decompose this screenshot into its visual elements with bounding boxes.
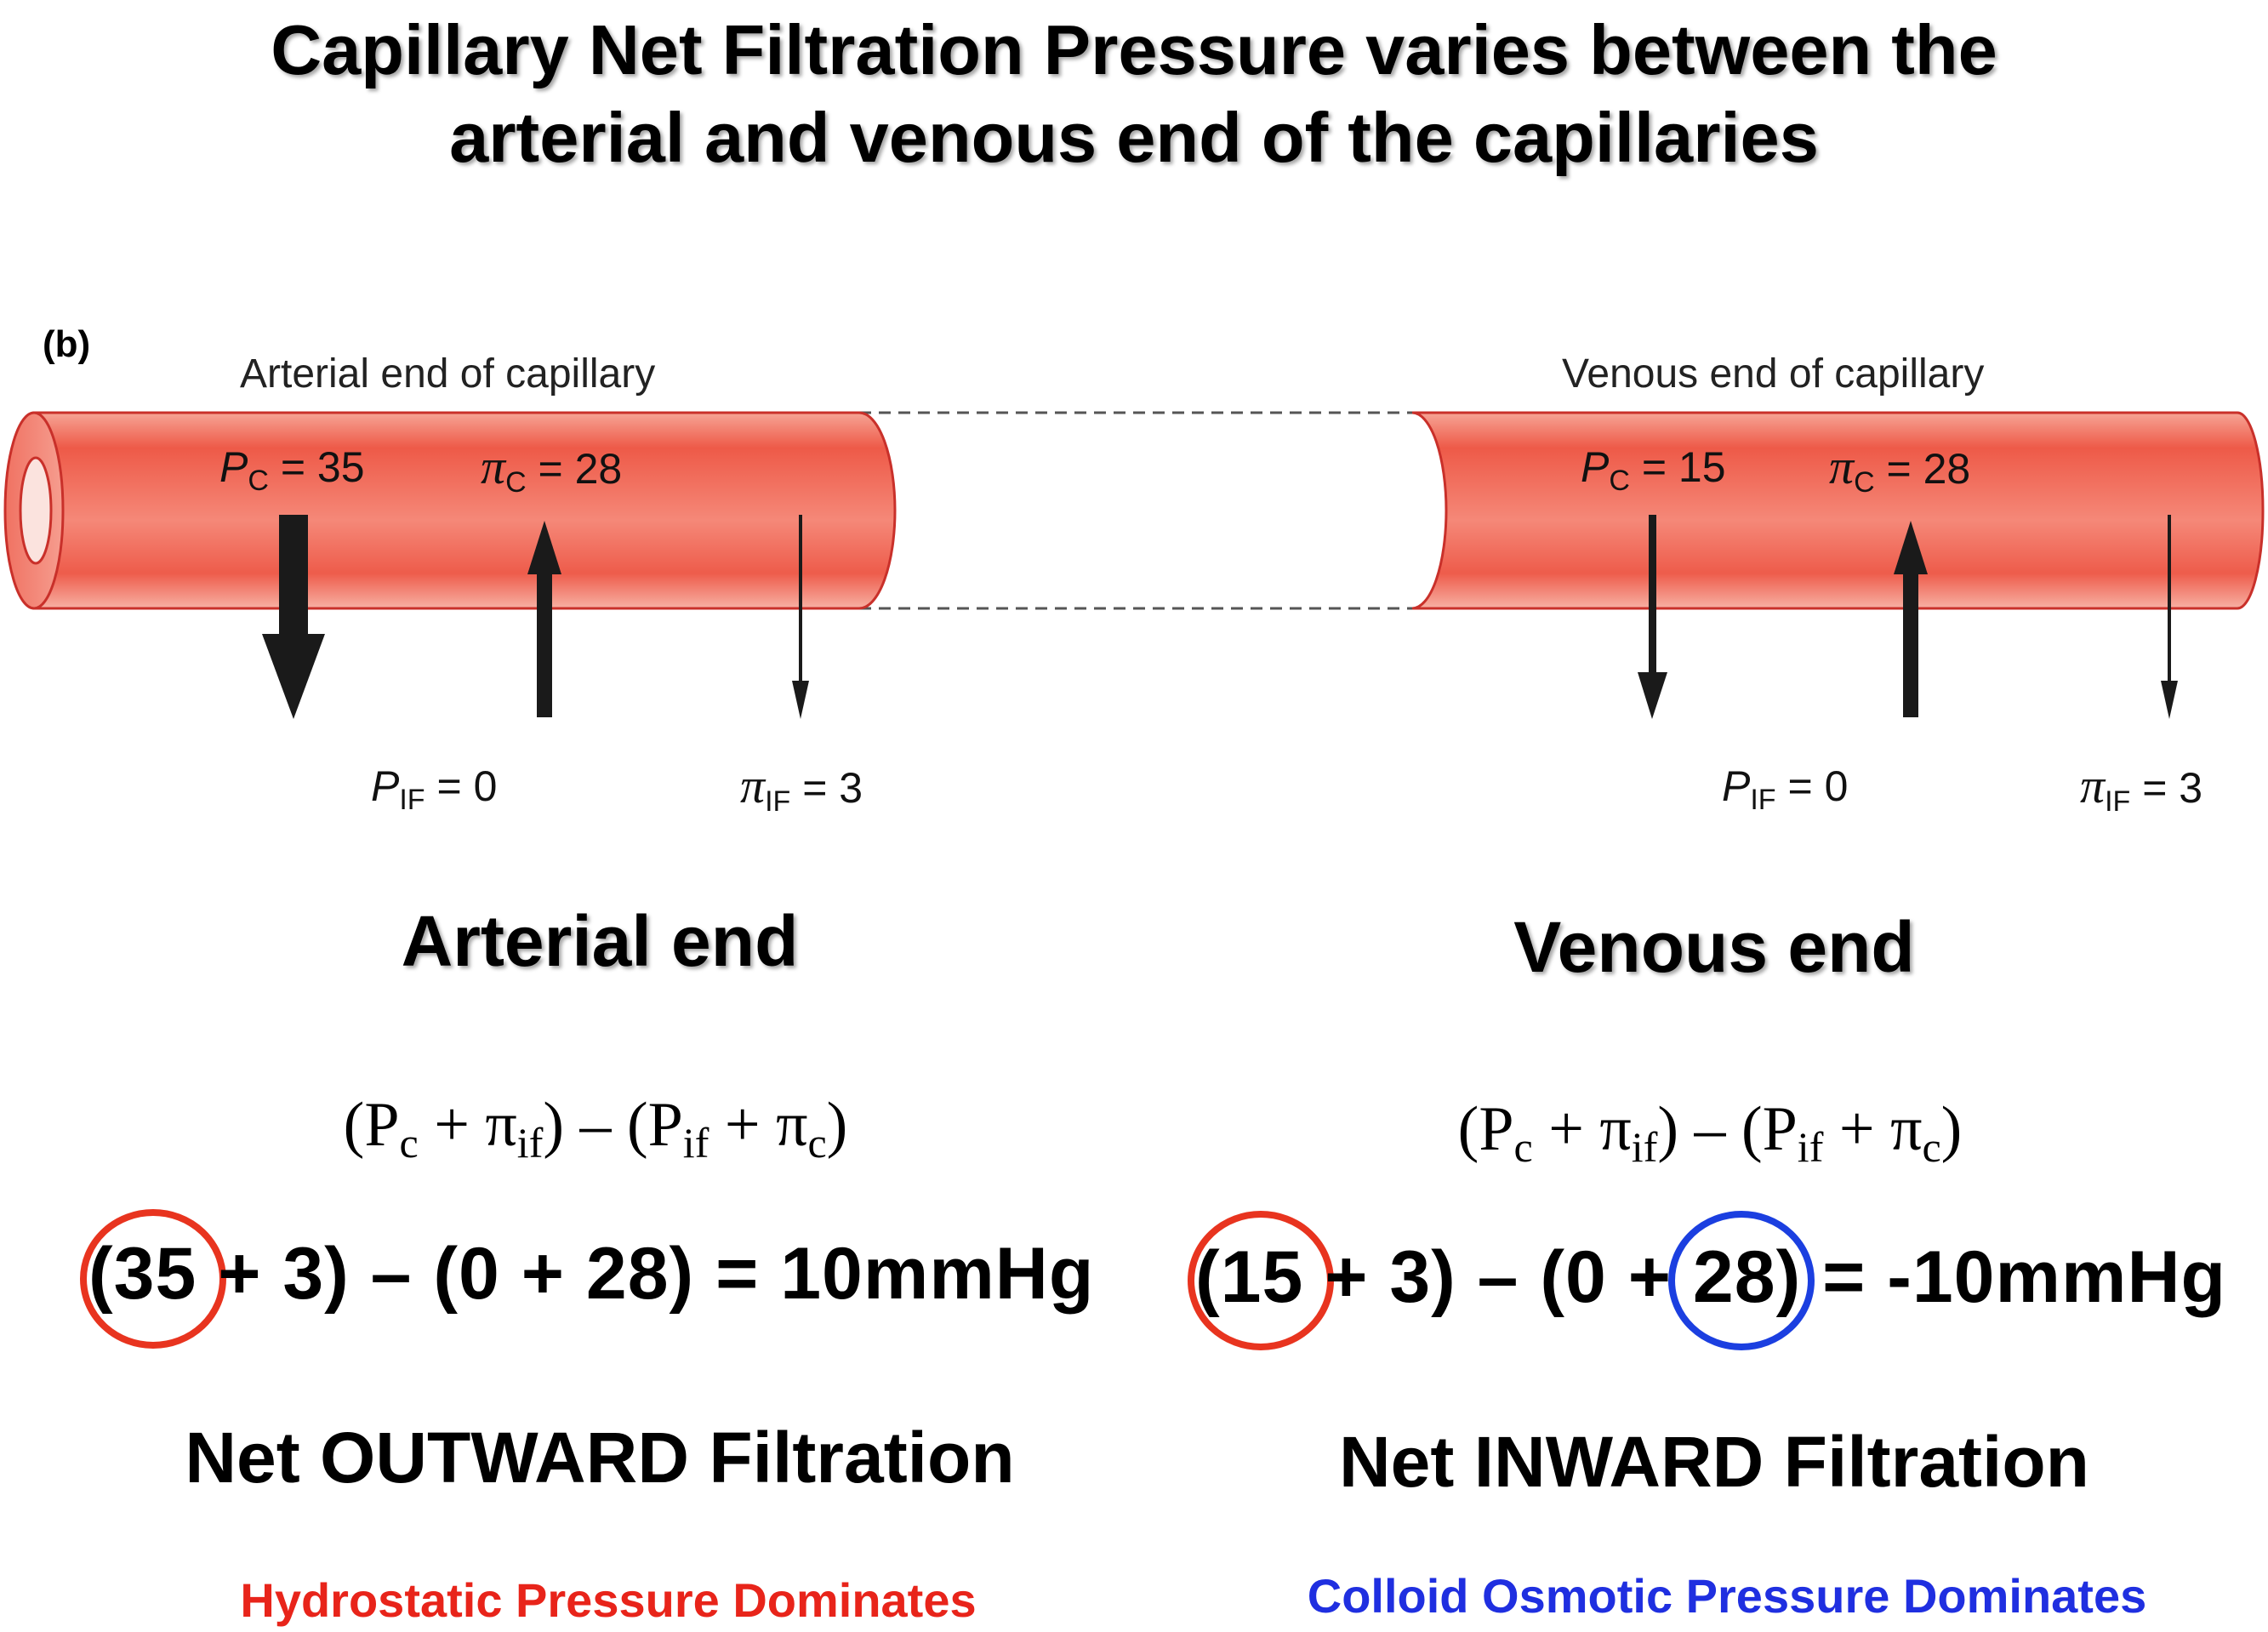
venous-result: Net INWARD Filtration <box>1339 1422 2089 1502</box>
label-pif-venous: PIF = 0 <box>1722 762 1849 816</box>
title-line-1: Capillary Net Filtration Pressure varies… <box>271 10 1997 89</box>
arterial-result: Net OUTWARD Filtration <box>185 1418 1015 1498</box>
value-28: 28 <box>1692 1236 1776 1318</box>
value-15: 15 <box>1220 1236 1304 1318</box>
arrow-piif-arterial <box>792 515 809 719</box>
venous-capillary-tube <box>1411 411 2265 610</box>
venous-dominance-note: Colloid Osmotic Pressure Dominates <box>1307 1569 2147 1623</box>
value-35: 35 <box>113 1233 197 1315</box>
arrow-pc-arterial <box>262 515 325 719</box>
arterial-capillary-tube <box>3 411 897 610</box>
title-line-2: arterial and venous end of the capillari… <box>449 97 1819 177</box>
arrow-piif-venous <box>2161 515 2178 719</box>
highlight-circle-28 <box>1668 1211 1815 1350</box>
arterial-end-heading: Arterial end <box>401 901 799 981</box>
label-pc-venous: PC = 15 <box>1581 443 1726 497</box>
label-pic-arterial: πC = 28 <box>481 439 623 499</box>
arrow-pic-arterial <box>527 521 561 717</box>
page-title: Capillary Net Filtration Pressure varies… <box>0 7 2268 182</box>
label-piif-arterial: πIF = 3 <box>740 758 863 818</box>
arterial-dominance-note: Hydrostatic Pressure Dominates <box>240 1573 977 1627</box>
arterial-calculation: (35 + 3) – (0 + 28) = 10mmHg <box>88 1233 1095 1315</box>
venous-caption: Venous end of capillary <box>1562 351 1985 397</box>
label-piif-venous: πIF = 3 <box>2080 758 2203 818</box>
highlight-circle-35 <box>80 1209 226 1349</box>
label-pic-venous: πC = 28 <box>1829 439 1971 499</box>
label-pc-arterial: PC = 35 <box>219 443 365 497</box>
arterial-formula: (Pc + πif) – (Pif + πc) <box>343 1090 848 1167</box>
arrow-pc-venous <box>1638 515 1667 719</box>
venous-end-heading: Venous end <box>1513 907 1915 987</box>
label-pif-arterial: PIF = 0 <box>371 762 498 816</box>
arterial-caption: Arterial end of capillary <box>240 351 656 397</box>
panel-label: (b) <box>43 323 91 365</box>
venous-formula: (Pc + πif) – (Pif + πc) <box>1457 1094 1963 1171</box>
arrow-pic-venous <box>1894 521 1928 717</box>
highlight-circle-15 <box>1188 1211 1334 1350</box>
venous-calculation: (15 + 3) – (0 + 28) = -10mmHg <box>1195 1236 2227 1318</box>
